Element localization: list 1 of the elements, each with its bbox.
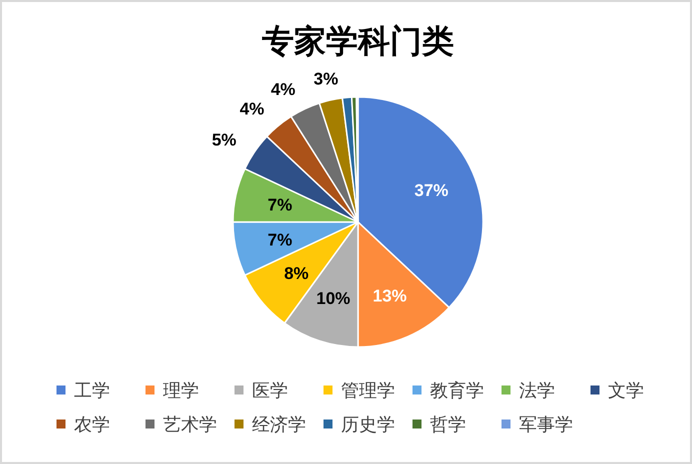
title: 专家学科门类: [262, 23, 454, 59]
